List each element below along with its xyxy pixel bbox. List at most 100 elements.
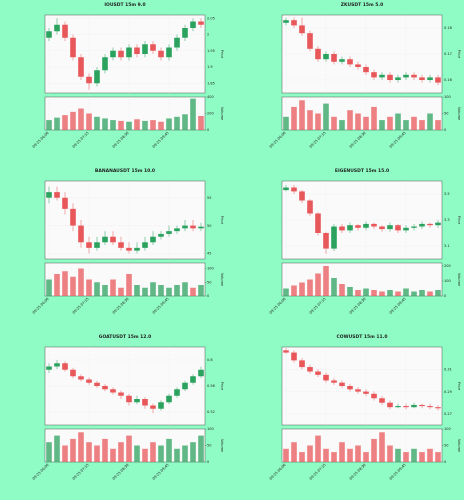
volume-bar — [134, 119, 140, 130]
volume-bar — [323, 266, 329, 296]
candle-body — [102, 236, 108, 243]
chart-title: IOUSDT 15m 9.0 — [104, 2, 145, 8]
volume-bar — [283, 448, 289, 462]
volume-tick-label: 0 — [444, 460, 446, 464]
volume-bar — [174, 285, 180, 296]
chart-panel: GOATUSDT 15m 12.0 0.52 0.56 0.6 0 50 100 Price V… — [32, 334, 224, 481]
volume-plot-area — [281, 262, 443, 297]
y-tick-label: 2 — [207, 33, 209, 37]
candle-body — [355, 225, 361, 228]
volume-bar — [323, 448, 329, 462]
candle-body — [323, 233, 329, 249]
candle-body — [78, 376, 84, 380]
volume-bar — [126, 121, 132, 130]
volume-bar — [142, 448, 148, 462]
x-tick-label: 09-25 06:00 — [269, 131, 287, 149]
volume-bar — [46, 120, 52, 130]
volume-bar — [46, 279, 52, 296]
volume-bar — [283, 116, 289, 130]
volume-tick-label: 0 — [207, 294, 209, 298]
volume-bar — [166, 287, 172, 296]
x-tick-label: 09-25 09:45 — [389, 463, 407, 481]
volume-bar — [190, 442, 196, 462]
volume-bar — [307, 445, 313, 462]
volume-bar — [150, 282, 156, 296]
volume-bar — [70, 438, 76, 462]
y-tick-label: 3.1 — [444, 244, 450, 248]
volume-bar — [347, 287, 353, 296]
candle-body — [198, 21, 204, 25]
volume-bar — [419, 452, 425, 462]
volume-bar — [102, 285, 108, 296]
x-tick-label: 09-25 08:30 — [112, 131, 130, 149]
candle-body — [435, 77, 441, 83]
volume-bar — [283, 288, 289, 296]
volume-bar — [403, 452, 409, 462]
volume-tick-label: 0 — [444, 294, 446, 298]
volume-bar — [78, 432, 84, 462]
volume-bar — [299, 282, 305, 296]
volume-bar — [347, 110, 353, 130]
chart-panel: IOUSDT 15m 9.0 1.85 1.9 1.95 2 2.05 0 200 400 Pri… — [32, 2, 224, 149]
x-tick-label: 09-25 06:00 — [32, 463, 50, 481]
chart-panel: BANANAUSDT 15m 10.0 45 50 55 0 50 100 Price Volu… — [32, 168, 224, 315]
volume-bar — [315, 113, 321, 130]
volume-bar — [363, 116, 369, 130]
candle-body — [182, 225, 188, 229]
volume-plot-area — [44, 428, 206, 463]
volume-bar — [198, 435, 204, 462]
candle-body — [379, 398, 385, 403]
volume-bar — [363, 288, 369, 296]
x-tick-label: 09-25 06:00 — [269, 463, 287, 481]
candle-body — [126, 47, 132, 58]
y-tick-label: 0.16 — [444, 78, 452, 82]
volume-bar — [94, 116, 100, 130]
candle-body — [291, 187, 297, 192]
volume-bar — [411, 448, 417, 462]
candle-body — [419, 404, 425, 407]
chart-title: BANANAUSDT 15m 10.0 — [95, 168, 155, 174]
candle-body — [110, 236, 116, 243]
y-tick-label: 0.56 — [207, 384, 215, 388]
x-tick-label: 09-25 08:30 — [349, 131, 367, 149]
volume-axis-label: Volume — [457, 273, 461, 286]
x-tick-label: 09-25 09:45 — [389, 131, 407, 149]
candle-body — [307, 33, 313, 49]
y-axis-label: Price — [457, 50, 461, 59]
volume-axis-label: Volume — [220, 439, 224, 452]
candle-body — [62, 363, 68, 370]
volume-bar — [411, 291, 417, 296]
candle-body — [46, 31, 52, 38]
volume-bar — [379, 432, 385, 462]
volume-bar — [54, 435, 60, 462]
volume-bar — [347, 448, 353, 462]
x-tick-label: 09-25 08:30 — [112, 297, 130, 315]
candle-body — [198, 226, 204, 229]
candle-body — [70, 208, 76, 226]
volume-bar — [110, 120, 116, 130]
candle-body — [379, 74, 385, 78]
volume-bar — [331, 116, 337, 130]
candle-body — [395, 77, 401, 80]
volume-bar — [403, 120, 409, 130]
x-tick-label: 09-25 08:30 — [112, 463, 130, 481]
volume-bar — [150, 442, 156, 462]
volume-bar — [86, 113, 92, 130]
y-tick-label: 0.27 — [444, 412, 452, 416]
candle-body — [387, 402, 393, 408]
x-tick-label: 09-25 07:15 — [309, 297, 327, 315]
volume-bar — [94, 282, 100, 296]
volume-bar — [387, 290, 393, 296]
candle-body — [307, 367, 313, 372]
volume-bar — [126, 274, 132, 296]
candle-body — [126, 395, 132, 403]
volume-bar — [182, 445, 188, 462]
y-tick-label: 45 — [207, 252, 211, 256]
candle-body — [299, 360, 305, 368]
candle-body — [411, 404, 417, 408]
volume-bar — [387, 116, 393, 130]
price-plot-area — [44, 14, 206, 94]
volume-tick-label: 0 — [444, 128, 446, 132]
volume-bar — [174, 448, 180, 462]
